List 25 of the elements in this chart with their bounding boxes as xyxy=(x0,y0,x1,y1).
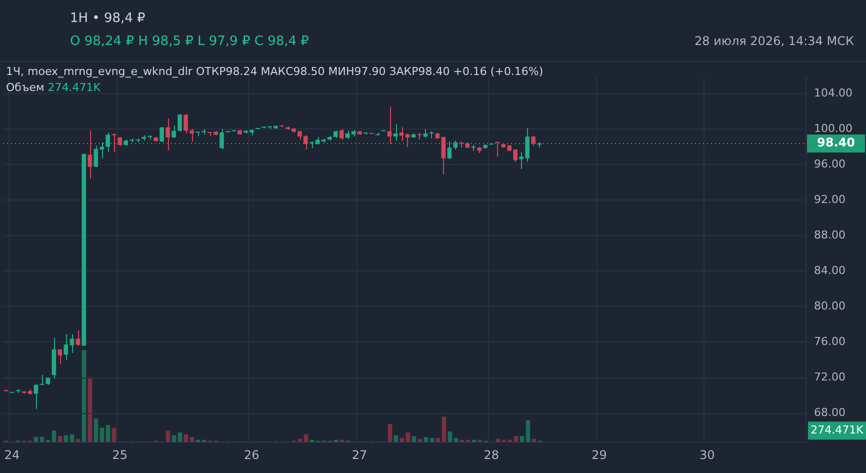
y-tick-label: 96.00 xyxy=(814,157,846,170)
y-tick-label: 80.00 xyxy=(814,300,846,313)
y-tick-label: 84.00 xyxy=(814,264,846,278)
y-tick-label: 92.00 xyxy=(814,192,846,206)
y-tick-label: 72.00 xyxy=(814,370,846,384)
x-tick-label: 28 xyxy=(484,448,500,462)
x-tick-label: 24 xyxy=(4,448,20,462)
text: 274.471K xyxy=(810,423,864,436)
x-tick-label: 25 xyxy=(112,448,128,462)
y-tick-label: 88.00 xyxy=(814,228,846,242)
x-tick-label: 26 xyxy=(244,448,260,462)
x-tick-label: 27 xyxy=(352,448,368,462)
x-tick-label: 29 xyxy=(592,448,607,462)
text: 28 июля 2026, 14:34 МСК xyxy=(694,34,854,48)
y-tick-label: 76.00 xyxy=(814,335,846,348)
chart-title: 1H • 98,4 ₽ xyxy=(70,11,146,26)
y-tick-label: 100.00 xyxy=(814,122,852,135)
y-tick-label: 68.00 xyxy=(814,406,846,420)
x-tick-label: 30 xyxy=(699,448,715,462)
ref-line-label: 98.40 xyxy=(817,136,855,150)
text: 274.471K xyxy=(48,81,100,94)
chart-subtitle: O 98,24 ₽ H 98,5 ₽ L 97,9 ₽ C 98,4 ₽ xyxy=(70,34,309,49)
chart-title: Объем xyxy=(6,81,44,94)
y-tick-label: 104.00 xyxy=(814,86,852,100)
annotation: 1Ч, moex_mrng_evng_e_wknd_dlr ОТКР98.24 МАКС98.50 МИН97.90 ЗАКР98.40 +0.16 (+0.16%) xyxy=(6,65,544,78)
